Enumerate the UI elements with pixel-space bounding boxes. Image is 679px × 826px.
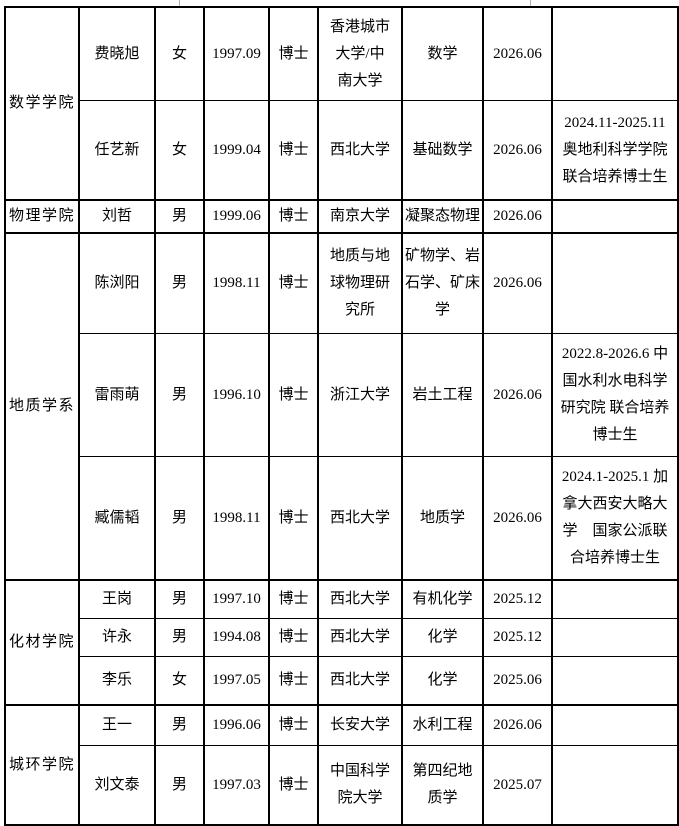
note-cell xyxy=(553,234,677,334)
gender-cell: 男 xyxy=(156,201,205,234)
graduation-date-cell: 2025.06 xyxy=(484,657,553,706)
birth-date-cell: 1997.10 xyxy=(205,581,270,619)
note-cell: 2024.11-2025.11 奥地利科学学院 联合培养博士生 xyxy=(553,101,677,201)
university-cell: 浙江大学 xyxy=(319,334,403,457)
gender-cell: 女 xyxy=(156,657,205,706)
note-cell xyxy=(553,657,677,706)
birth-date-cell: 1998.11 xyxy=(205,234,270,334)
birth-date-cell: 1999.06 xyxy=(205,201,270,234)
major-cell: 化学 xyxy=(403,657,484,706)
university-cell: 香港城市 大学/中 南大学 xyxy=(319,8,403,101)
name-cell: 臧儒韬 xyxy=(80,457,156,581)
graduation-date-cell: 2026.06 xyxy=(484,334,553,457)
gender-cell: 男 xyxy=(156,457,205,581)
gender-cell: 男 xyxy=(156,746,205,824)
note-cell xyxy=(553,619,677,657)
degree-cell: 博士 xyxy=(270,657,319,706)
graduation-date-cell: 2026.06 xyxy=(484,457,553,581)
note-cell xyxy=(553,8,677,101)
name-cell: 刘哲 xyxy=(80,201,156,234)
birth-date-cell: 1999.04 xyxy=(205,101,270,201)
university-cell: 西北大学 xyxy=(319,619,403,657)
birth-date-cell: 1997.03 xyxy=(205,746,270,824)
gender-cell: 男 xyxy=(156,619,205,657)
birth-date-cell: 1998.11 xyxy=(205,457,270,581)
birth-date-cell: 1996.10 xyxy=(205,334,270,457)
degree-cell: 博士 xyxy=(270,234,319,334)
major-cell: 凝聚态物理 xyxy=(403,201,484,234)
gender-cell: 男 xyxy=(156,581,205,619)
department-cell: 城环学院 xyxy=(6,706,80,824)
graduation-date-cell: 2026.06 xyxy=(484,201,553,234)
major-cell: 基础数学 xyxy=(403,101,484,201)
birth-date-cell: 1997.05 xyxy=(205,657,270,706)
major-cell: 化学 xyxy=(403,619,484,657)
name-cell: 雷雨萌 xyxy=(80,334,156,457)
name-cell: 任艺新 xyxy=(80,101,156,201)
graduation-date-cell: 2026.06 xyxy=(484,101,553,201)
department-cell: 化材学院 xyxy=(6,581,80,706)
note-cell xyxy=(553,706,677,746)
birth-date-cell: 1997.09 xyxy=(205,8,270,101)
graduation-date-cell: 2026.06 xyxy=(484,706,553,746)
degree-cell: 博士 xyxy=(270,201,319,234)
gender-cell: 女 xyxy=(156,101,205,201)
department-cell: 地质学系 xyxy=(6,234,80,581)
university-cell: 中国科学 院大学 xyxy=(319,746,403,824)
major-cell: 数学 xyxy=(403,8,484,101)
note-cell xyxy=(553,581,677,619)
major-cell: 岩土工程 xyxy=(403,334,484,457)
major-cell: 水利工程 xyxy=(403,706,484,746)
university-cell: 西北大学 xyxy=(319,101,403,201)
gender-cell: 男 xyxy=(156,334,205,457)
university-cell: 西北大学 xyxy=(319,581,403,619)
graduation-date-cell: 2025.12 xyxy=(484,619,553,657)
degree-cell: 博士 xyxy=(270,581,319,619)
degree-cell: 博士 xyxy=(270,746,319,824)
gender-cell: 男 xyxy=(156,234,205,334)
name-cell: 陈浏阳 xyxy=(80,234,156,334)
degree-cell: 博士 xyxy=(270,8,319,101)
name-cell: 许永 xyxy=(80,619,156,657)
name-cell: 费晓旭 xyxy=(80,8,156,101)
university-cell: 西北大学 xyxy=(319,657,403,706)
major-cell: 有机化学 xyxy=(403,581,484,619)
major-cell: 矿物学、岩 石学、矿床 学 xyxy=(403,234,484,334)
birth-date-cell: 1996.06 xyxy=(205,706,270,746)
degree-cell: 博士 xyxy=(270,101,319,201)
cropped-row-artifact xyxy=(530,0,531,6)
note-cell: 2022.8-2026.6 中 国水利水电科学 研究院 联合培养 博士生 xyxy=(553,334,677,457)
graduation-date-cell: 2026.06 xyxy=(484,8,553,101)
note-cell xyxy=(553,746,677,824)
name-cell: 李乐 xyxy=(80,657,156,706)
graduation-date-cell: 2025.07 xyxy=(484,746,553,824)
note-cell: 2024.1-2025.1 加 拿大西安大略大 学 国家公派联 合培养博士生 xyxy=(553,457,677,581)
department-cell: 数学学院 xyxy=(6,8,80,201)
degree-cell: 博士 xyxy=(270,334,319,457)
university-cell: 长安大学 xyxy=(319,706,403,746)
name-cell: 刘文泰 xyxy=(80,746,156,824)
degree-cell: 博士 xyxy=(270,457,319,581)
university-cell: 地质与地 球物理研 究所 xyxy=(319,234,403,334)
university-cell: 南京大学 xyxy=(319,201,403,234)
major-cell: 第四纪地 质学 xyxy=(403,746,484,824)
graduation-date-cell: 2025.12 xyxy=(484,581,553,619)
name-cell: 王岗 xyxy=(80,581,156,619)
degree-cell: 博士 xyxy=(270,706,319,746)
university-cell: 西北大学 xyxy=(319,457,403,581)
gender-cell: 女 xyxy=(156,8,205,101)
name-cell: 王一 xyxy=(80,706,156,746)
birth-date-cell: 1994.08 xyxy=(205,619,270,657)
gender-cell: 男 xyxy=(156,706,205,746)
document-table: 数学学院 费晓旭 女 1997.09 博士 香港城市 大学/中 南大学 数学 2… xyxy=(4,6,679,826)
department-cell: 物理学院 xyxy=(6,201,80,234)
major-cell: 地质学 xyxy=(403,457,484,581)
graduation-date-cell: 2026.06 xyxy=(484,234,553,334)
degree-cell: 博士 xyxy=(270,619,319,657)
note-cell xyxy=(553,201,677,234)
cropped-row-artifact xyxy=(179,0,180,6)
